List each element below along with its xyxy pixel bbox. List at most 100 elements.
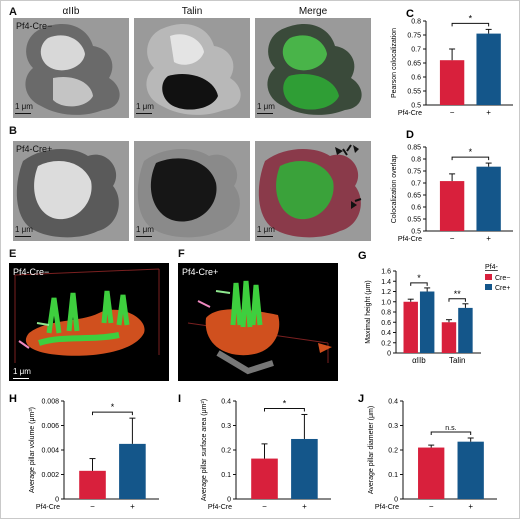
panel-letter-d: D: [406, 129, 414, 141]
row-label-cre-plus: Pf4-Cre+: [16, 144, 53, 154]
y-tick-label-g: 1.6: [381, 269, 391, 276]
scale-label-a2: 1 μm: [136, 102, 154, 111]
sig-bracket-g-1: [448, 298, 466, 302]
y-tick-label-d: 0.7: [411, 181, 421, 188]
panel-letter-c: C: [406, 8, 414, 20]
x-tick-label-d-1: +: [486, 234, 491, 243]
y-tick-label-h: 0.006: [41, 423, 59, 430]
sig-bracket-i: [264, 407, 305, 412]
scale-label-a1: 1 μm: [15, 102, 33, 111]
panel-letter-i: I: [178, 393, 181, 405]
y-axis-label-j: Average pillar diameter (μm): [368, 406, 375, 494]
y-tick-label-i: 0.1: [221, 472, 231, 479]
legend-swatch-g-1: [485, 284, 492, 290]
y-tick-label-j: 0.3: [388, 423, 398, 430]
scale-label-a3: 1 μm: [257, 102, 275, 111]
panel-letter-a: A: [9, 6, 17, 18]
y-tick-label-h: 0: [55, 497, 59, 504]
y-axis-label-g: Maximal height (μm): [365, 280, 372, 344]
x-axis-label-d: Pf4-Cre: [398, 236, 422, 243]
bar-d-0: [439, 181, 465, 231]
y-tick-label-c: 0.8: [411, 19, 421, 26]
scale-bar-b1: [15, 236, 31, 237]
col-title-merge: Merge: [298, 6, 328, 17]
image-b-talin: [134, 141, 250, 241]
x-tick-label-h-1: +: [130, 502, 135, 511]
image-b-merge: [255, 141, 371, 241]
legend-label-g-0: Cre−: [495, 275, 510, 282]
bar-j-0: [418, 447, 445, 499]
y-tick-label-c: 0.65: [407, 61, 421, 68]
scale-bar-b3: [257, 236, 273, 237]
scale-bar-a2: [136, 113, 152, 114]
bar-c-1: [476, 33, 501, 105]
sig-bracket-c: [451, 22, 490, 27]
y-tick-label-g: 0: [387, 351, 391, 358]
bar-j-1: [457, 441, 484, 499]
y-tick-label-d: 0.8: [411, 157, 421, 164]
y-tick-label-d: 0.6: [411, 205, 421, 212]
sig-label-g-1: **: [454, 289, 462, 299]
y-tick-label-j: 0.1: [388, 472, 398, 479]
row-label-cre-minus: Pf4-Cre−: [16, 21, 53, 31]
y-tick-label-c: 0.75: [407, 33, 421, 40]
bar-g-1-0: [441, 322, 457, 353]
scale-bar-b2: [136, 236, 152, 237]
y-tick-label-j: 0.2: [388, 448, 398, 455]
bar-i-0: [251, 458, 278, 499]
sig-bracket-j: [430, 431, 472, 435]
panel-letter-e: E: [9, 248, 17, 260]
panel-letter-b: B: [9, 125, 17, 137]
x-axis-label-j: Pf4-Cre: [375, 504, 399, 511]
y-tick-label-i: 0.2: [221, 448, 231, 455]
bar-g-0-0: [403, 301, 418, 353]
bar-g-1-1: [458, 307, 473, 353]
y-tick-label-i: 0: [227, 497, 231, 504]
image-a-talin: [134, 18, 250, 118]
image-f-3d: [178, 263, 338, 381]
y-tick-label-g: 0.6: [381, 320, 391, 327]
scale-bar-e: [13, 378, 29, 379]
scale-label-b2: 1 μm: [136, 225, 154, 234]
sig-label-g-0: *: [417, 273, 421, 283]
col-title-aiib: αIIb: [62, 6, 80, 17]
y-tick-label-g: 0.4: [381, 330, 391, 337]
y-tick-label-g: 0.8: [381, 310, 391, 317]
panel-letter-f: F: [178, 248, 185, 260]
panel-letter-g: G: [358, 250, 367, 262]
y-axis-label-c: Pearson colocalization: [391, 28, 398, 98]
x-axis-label-h: Pf4-Cre: [36, 504, 60, 511]
y-tick-label-c: 0.6: [411, 75, 421, 82]
sig-bracket-h: [92, 411, 133, 416]
legend-title-g: Pf4-: [485, 264, 499, 271]
y-axis-label-i: Average pillar surface area (μm²): [201, 399, 208, 501]
y-tick-label-d: 0.85: [407, 145, 421, 152]
y-tick-label-g: 0.2: [381, 340, 391, 347]
y-tick-label-i: 0.4: [221, 399, 231, 406]
x-tick-label-c-1: +: [486, 108, 491, 117]
label-e-cre-minus: Pf4-Cre−: [13, 267, 50, 277]
y-tick-label-c: 0.5: [411, 103, 421, 110]
panel-letter-h: H: [9, 393, 17, 405]
image-a-merge: [255, 18, 371, 118]
x-tick-label-i-1: +: [302, 502, 307, 511]
image-e-3d: [9, 263, 169, 381]
scale-bar-a1: [15, 113, 31, 114]
y-tick-label-h: 0.002: [41, 472, 59, 479]
y-tick-label-g: 1.4: [381, 279, 391, 286]
bar-d-1: [476, 166, 501, 231]
image-a-aiib: [13, 18, 129, 118]
bar-h-1: [119, 443, 146, 499]
sig-label-d: *: [469, 147, 473, 157]
x-tick-label-d-0: −: [450, 234, 455, 243]
y-axis-label-h: Average pillar volume (μm³): [29, 407, 36, 493]
panel-letter-j: J: [358, 393, 364, 405]
y-tick-label-h: 0.004: [41, 448, 59, 455]
bar-g-0-1: [419, 291, 435, 353]
legend-label-g-1: Cre+: [495, 285, 510, 292]
x-axis-label-i: Pf4-Cre: [208, 504, 232, 511]
y-tick-label-d: 0.55: [407, 217, 421, 224]
bar-i-1: [291, 438, 318, 499]
